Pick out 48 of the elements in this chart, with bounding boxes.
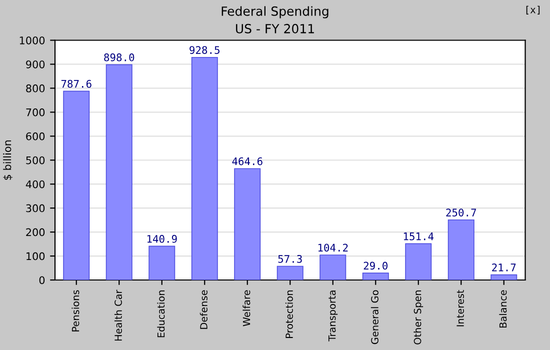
chart-title: Federal Spending	[222, 6, 328, 18]
x-tick-label: Health Car	[114, 290, 122, 341]
y-tick-label: 800	[26, 84, 45, 92]
bar	[405, 243, 432, 280]
bar	[106, 64, 132, 280]
data-label: 21.7	[492, 264, 516, 272]
bar	[148, 246, 176, 280]
data-label: 928.5	[190, 46, 220, 54]
bar	[191, 56, 218, 280]
x-tick-label: General Go	[370, 290, 378, 344]
x-tick-label: Protection	[285, 290, 293, 338]
x-tick-label: Education	[157, 290, 165, 338]
bar	[490, 274, 518, 280]
x-tick-label: Transporta	[328, 290, 338, 342]
x-tick-label: Welfare	[242, 290, 250, 326]
x-tick-label: Balance	[499, 290, 507, 328]
data-label: 787.6	[61, 80, 92, 88]
y-tick-label: 1000	[20, 36, 45, 44]
bar	[63, 90, 90, 280]
data-label: 151.4	[404, 232, 434, 240]
data-label: 29.0	[364, 262, 388, 270]
x-tick-label: Pensions	[72, 290, 80, 332]
bar	[320, 254, 346, 280]
y-tick-label: 300	[26, 204, 45, 212]
y-tick-label: 100	[26, 252, 45, 260]
y-tick-label: 200	[26, 228, 45, 236]
data-label: 898.0	[104, 53, 134, 62]
bar	[276, 266, 304, 280]
bar	[234, 168, 261, 280]
data-label: 140.9	[147, 234, 177, 243]
y-tick-label: 0	[39, 276, 45, 284]
y-tick-label: 600	[26, 132, 45, 140]
x-tick-label: Defense	[200, 290, 208, 329]
y-tick-label: 500	[26, 156, 45, 164]
data-label: 104.2	[318, 244, 348, 252]
x-tick-label: Other Spen	[414, 290, 424, 344]
chart-subtitle: US - FY 2011	[236, 24, 314, 34]
bar	[448, 219, 474, 280]
y-axis-title: $ billion	[3, 140, 13, 180]
y-tick-label: 400	[26, 180, 45, 188]
x-tick-label: Interest	[456, 290, 464, 326]
bar	[362, 272, 389, 280]
text: [x]	[526, 6, 540, 14]
y-tick-label: 900	[26, 60, 45, 68]
data-label: 250.7	[446, 208, 476, 216]
data-label: 464.6	[232, 157, 262, 166]
data-label: 57.3	[278, 254, 302, 263]
y-tick-label: 700	[26, 108, 45, 116]
